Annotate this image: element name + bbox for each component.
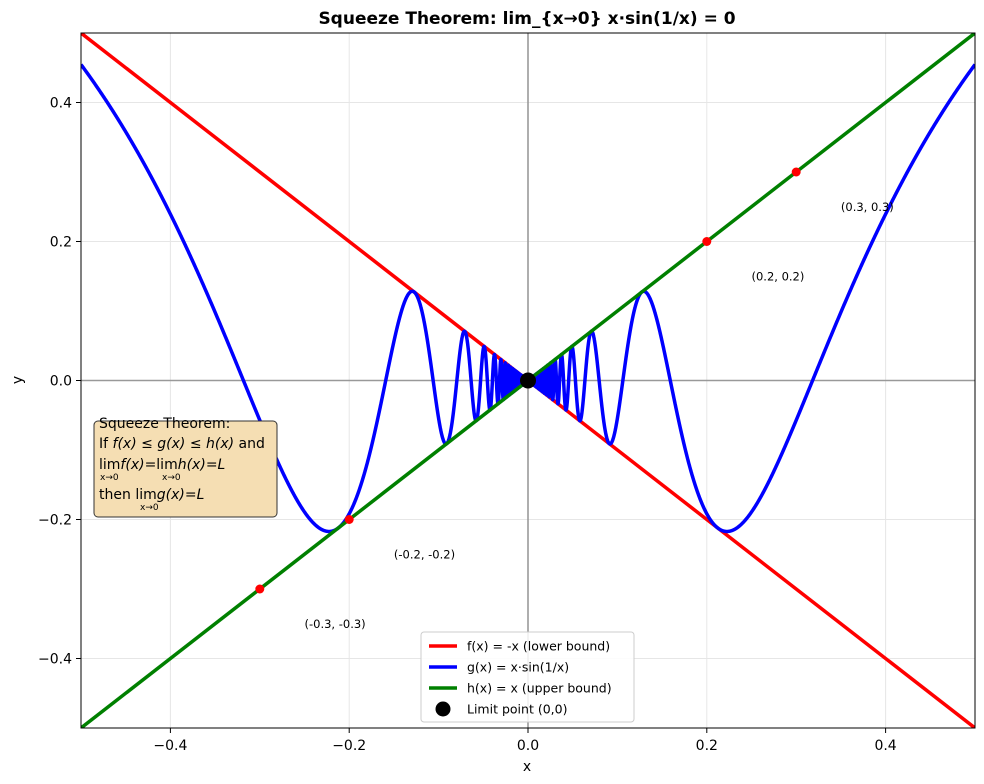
y-tick-label: −0.2 xyxy=(38,513,72,529)
marked-point xyxy=(255,584,265,594)
theorem-eq-1: = xyxy=(145,457,157,473)
theorem-eq-3: = xyxy=(185,487,197,503)
theorem-hx: h(x) xyxy=(178,457,206,473)
x-tick-label: −0.4 xyxy=(153,738,187,754)
y-tick-label: 0.2 xyxy=(50,235,72,251)
y-axis-ticks: −0.4 −0.2 0.0 0.2 0.4 xyxy=(38,96,81,668)
point-annotation: (-0.3, -0.3) xyxy=(305,617,366,631)
legend-label: f(x) = -x (lower bound) xyxy=(467,639,610,654)
theorem-line2: If f(x) ≤ g(x) ≤ h(x) and xyxy=(99,436,265,452)
point-annotation: (-0.2, -0.2) xyxy=(394,547,455,561)
theorem-fx: f(x) xyxy=(120,457,144,473)
chart-title: Squeeze Theorem: lim_{x→0} x·sin(1/x) = … xyxy=(318,9,735,29)
theorem-L-1: L xyxy=(218,457,226,473)
x-tick-label: 0.4 xyxy=(874,738,896,754)
points-layer xyxy=(255,167,801,594)
theorem-line2-and: and xyxy=(234,436,265,452)
theorem-lim-2: lim xyxy=(156,457,177,473)
y-axis-label: y xyxy=(10,376,26,384)
theorem-textbox-background xyxy=(93,420,278,518)
x-tick-label: 0.2 xyxy=(696,738,718,754)
legend-label: Limit point (0,0) xyxy=(467,702,567,717)
x-axis-ticks: −0.4 −0.2 0.0 0.2 0.4 xyxy=(153,728,897,754)
theorem-L-2: L xyxy=(197,487,205,503)
point-annotation: (0.2, 0.2) xyxy=(752,269,805,283)
point-annotations: (-0.3, -0.3) (-0.2, -0.2) (0.2, 0.2) (0.3, … xyxy=(305,200,894,631)
y-tick-label: 0.4 xyxy=(50,96,72,112)
marked-point xyxy=(791,167,801,177)
x-axis-label: x xyxy=(523,759,531,775)
legend-swatch xyxy=(435,701,451,717)
legend-label: g(x) = x·sin(1/x) xyxy=(467,660,569,675)
x-tick-label: −0.2 xyxy=(332,738,366,754)
theorem-sub-2: x→0 xyxy=(162,473,181,483)
point-annotation: (0.3, 0.3) xyxy=(841,200,894,214)
legend-box xyxy=(420,631,635,723)
theorem-textbox: Squeeze Theorem: If f(x) ≤ g(x) ≤ h(x) a… xyxy=(93,416,278,518)
plot-area xyxy=(80,32,976,729)
theorem-eq-2: = xyxy=(206,457,218,473)
theorem-lim-3: lim xyxy=(135,487,156,503)
theorem-gx: g(x) xyxy=(157,487,185,503)
theorem-inequality: f(x) ≤ g(x) ≤ h(x) xyxy=(113,436,235,452)
theorem-line2-if: If xyxy=(99,436,113,452)
legend-label: h(x) = x (upper bound) xyxy=(467,681,612,696)
marked-point xyxy=(344,515,354,524)
theorem-sub-1: x→0 xyxy=(100,473,119,483)
theorem-line4: then limg(x)=L xyxy=(99,487,204,503)
theorem-sub-3: x→0 xyxy=(140,503,159,513)
theorem-lim-1: lim xyxy=(99,457,120,473)
x-tick-label: 0.0 xyxy=(517,738,539,754)
limit-point xyxy=(520,372,536,389)
theorem-then: then xyxy=(99,487,135,503)
marked-point xyxy=(702,237,712,246)
legend: f(x) = -x (lower bound) g(x) = x·sin(1/x)… xyxy=(420,631,635,723)
y-tick-label: 0.0 xyxy=(50,374,72,390)
theorem-line1: Squeeze Theorem: xyxy=(99,416,230,432)
y-tick-label: −0.4 xyxy=(38,652,72,668)
theorem-line3: limf(x)=limh(x)=L xyxy=(99,457,225,473)
